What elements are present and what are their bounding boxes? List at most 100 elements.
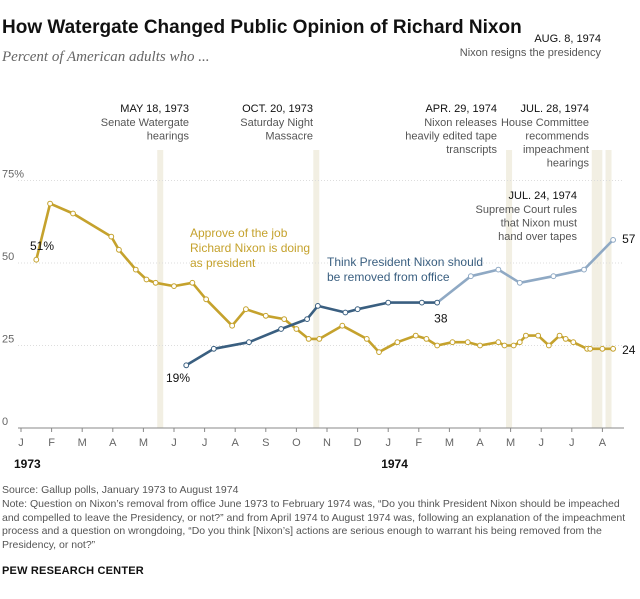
y-tick-label: 25 (2, 334, 14, 346)
event-description: that Nixon must (501, 218, 577, 230)
brand-name: PEW RESEARCH CENTER (2, 565, 144, 577)
approve-point (293, 326, 300, 332)
series-lines (33, 200, 617, 369)
event-band-1 (313, 150, 320, 428)
x-tick-label: J (18, 437, 24, 449)
x-tick-label: M (139, 437, 148, 449)
remove-point (183, 362, 190, 369)
event-bands (157, 150, 612, 428)
event-description: recommends (525, 131, 589, 143)
approve-end-label: 24 (622, 343, 636, 357)
approve-point (501, 342, 508, 349)
remove-series-label: be removed from office (327, 270, 450, 284)
event-description: Supreme Court rules (476, 204, 578, 216)
event-description: hand over tapes (498, 231, 577, 243)
x-tick-label: J (538, 437, 544, 449)
approve-point (339, 322, 346, 329)
footer-note: Note: Question on Nixon’s removal from o… (2, 498, 626, 551)
approve-point (477, 342, 483, 349)
x-tick-label: J (202, 437, 208, 449)
event-date: OCT. 20, 1973 (242, 103, 313, 115)
event-description: Massacre (265, 131, 313, 143)
event-date: MAY 18, 1973 (120, 103, 189, 115)
approve-point (203, 296, 210, 303)
event-band-4 (591, 150, 598, 428)
approve-point (47, 200, 53, 207)
remove-point (434, 299, 441, 306)
x-tick-label: A (599, 437, 607, 449)
y-tick-label: 0 (2, 416, 8, 428)
event-band-3 (596, 150, 603, 428)
remove-series-label: Think President Nixon should (327, 255, 483, 269)
event-description: Nixon releases (424, 117, 497, 129)
remove-start-label: 19% (166, 371, 190, 385)
event-description: impeachment (523, 144, 589, 156)
remove-line-later (436, 238, 615, 304)
chart-subtitle: Percent of American adults who ... (1, 49, 209, 65)
axes: J F M A M J J A S O N D J F M A M J J A 1973 1974 (14, 427, 624, 471)
remove-point (246, 339, 252, 346)
event-band-0 (157, 150, 164, 428)
x-tick-label: F (48, 437, 55, 449)
event-band-5 (605, 150, 612, 428)
x-tick-label: O (292, 437, 301, 449)
approve-point (464, 339, 471, 346)
remove-point (210, 345, 217, 352)
approve-point (434, 342, 441, 349)
event-date: APR. 29, 1974 (425, 103, 497, 115)
x-tick-label: S (262, 437, 269, 449)
remove-end-label: 57 (622, 232, 636, 246)
approve-point (562, 336, 569, 342)
approve-start-label: 51% (30, 239, 54, 253)
approve-point (599, 345, 606, 352)
remove-point (495, 266, 502, 273)
remove-point (418, 299, 425, 306)
approve-point (449, 339, 456, 346)
year-label-1973: 1973 (14, 457, 41, 471)
remove-point (314, 303, 321, 309)
approve-point (556, 332, 563, 339)
event-description: hearings (547, 158, 590, 170)
approve-point (70, 210, 76, 217)
watergate-chart: How Watergate Changed Public Opinion of … (1, 17, 636, 471)
event-description: Nixon resigns the presidency (460, 47, 602, 59)
remove-point (342, 309, 349, 316)
event-annotations: MAY 18, 1973 Senate Watergate hearings OCT.… (101, 33, 602, 243)
approve-point (363, 336, 370, 342)
x-tick-label: D (354, 437, 362, 449)
chart-title: How Watergate Changed Public Opinion of … (2, 17, 522, 38)
remove-point (467, 273, 474, 280)
approve-point (316, 336, 323, 342)
approve-point (229, 322, 236, 329)
remove-mid-label: 38 (434, 312, 448, 326)
approve-point (108, 233, 115, 240)
approve-point (132, 266, 139, 273)
x-tick-label: M (445, 437, 454, 449)
y-gridlines: 75% 50 25 0 (2, 169, 624, 428)
event-description: Saturday Night (240, 117, 313, 129)
x-tick-label: J (171, 437, 177, 449)
event-band-2 (506, 150, 513, 428)
approve-point (423, 336, 430, 342)
approve-point (535, 332, 542, 339)
x-tick-label: F (415, 437, 422, 449)
event-description: heavily edited tape (405, 131, 497, 143)
approve-point (412, 332, 419, 339)
event-description: Senate Watergate (101, 117, 189, 129)
approve-point (570, 339, 577, 346)
x-tick-label: A (232, 437, 240, 449)
approve-point (394, 339, 401, 346)
approve-point (610, 345, 617, 352)
remove-point (385, 299, 392, 306)
approve-point (376, 349, 382, 356)
remove-point (278, 326, 285, 332)
remove-line-early (185, 301, 438, 367)
approve-point (510, 342, 517, 349)
approve-series-label: Approve of the job (190, 226, 288, 240)
footer-source: Source: Gallup polls, January 1973 to Au… (2, 484, 239, 496)
remove-point (304, 316, 311, 323)
x-tick-label: A (476, 437, 484, 449)
x-tick-label: M (78, 437, 87, 449)
approve-point (516, 339, 523, 346)
